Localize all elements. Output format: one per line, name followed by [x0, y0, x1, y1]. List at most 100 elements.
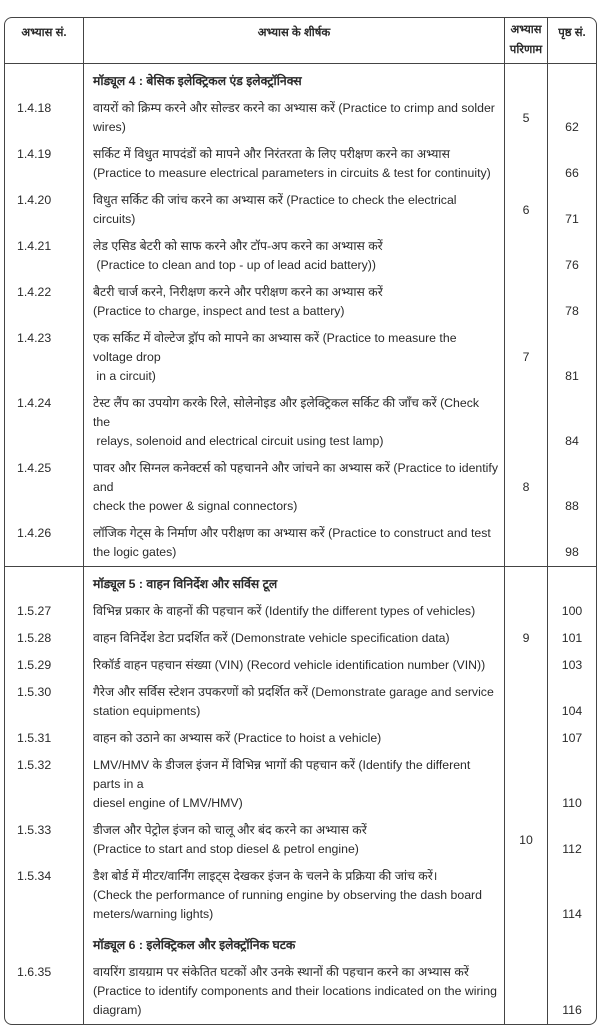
exercise-title: विभिन्न प्रकार के वाहनों की पहचान करें (…	[83, 598, 504, 625]
exercise-number: 1.5.27	[17, 604, 52, 618]
module-row: मॉड्यूल 4 : बेसिक इलेक्ट्रिकल एंड इलेक्ट…	[5, 64, 596, 95]
exercise-title: बैटरी चार्ज करने, निरीक्षण करने और परीक्…	[83, 279, 504, 325]
exercise-title-line: एक सर्किट में वोल्टेज ड्रॉप को मापने का …	[93, 331, 460, 364]
exercise-title-line: LMV/HMV के डीजल इंजन में विभिन्न भागों क…	[93, 758, 474, 791]
exercise-title-line: diagram)	[93, 1003, 142, 1017]
exercise-page: 112	[547, 817, 596, 863]
exercise-outcome	[504, 863, 547, 928]
exercise-number: 1.5.32	[17, 758, 52, 772]
exercise-number: 1.4.26	[17, 526, 52, 540]
exercise-title-line: (Practice to clean and top - up of lead …	[93, 258, 376, 272]
exercise-title-line: station equipments)	[93, 704, 201, 718]
exercise-number: 1.6.35	[17, 965, 52, 979]
exercise-title-line: diesel engine of LMV/HMV)	[93, 796, 243, 810]
exercise-page: 78	[547, 279, 596, 325]
empty-cell	[504, 928, 547, 959]
exercise-title-line: (Check the performance of running engine…	[93, 888, 482, 902]
exercise-outcome	[504, 652, 547, 679]
exercise-number: 1.4.25	[17, 461, 52, 475]
exercise-number: 1.5.30	[17, 685, 52, 699]
exercise-title-line: लेड एसिड बेटरी को साफ करने और टॉप-अप करन…	[93, 239, 383, 253]
exercise-title-line: विभिन्न प्रकार के वाहनों की पहचान करें (…	[93, 604, 476, 618]
exercise-number: 1.5.33	[17, 823, 52, 837]
table-row: 1.4.23 एक सर्किट में वोल्टेज ड्रॉप को माप…	[5, 325, 596, 390]
exercise-title-line: डीजल और पेट्रोल इंजन को चालू और बंद करने…	[93, 823, 367, 837]
exercise-outcome: 6	[504, 187, 547, 233]
module-heading: मॉड्यूल 4 : बेसिक इलेक्ट्रिकल एंड इलेक्ट…	[83, 64, 504, 95]
empty-cell	[547, 928, 596, 959]
table-row: 1.5.27 विभिन्न प्रकार के वाहनों की पहचान …	[5, 598, 596, 625]
exercise-title-line: check the power & signal connectors)	[93, 499, 298, 513]
exercise-outcome	[504, 520, 547, 566]
table-row: 1.5.30 गैरेज और सर्विस स्टेशन उपकरणों को …	[5, 679, 596, 725]
empty-cell	[547, 567, 596, 598]
table-row: 1.4.24 टेस्ट लैंप का उपयोग करके रिले, सोल…	[5, 390, 596, 455]
exercise-title-line: वाहन को उठाने का अभ्यास करें (Practice t…	[93, 731, 382, 745]
exercise-title-line: सर्किट में विधुत मापदंडों को मापने और नि…	[93, 147, 450, 161]
exercise-title: वायरिंग डायग्राम पर संकेतित घटकों और उनक…	[83, 959, 504, 1024]
exercise-title: लॉजिक गेट्स के निर्माण और परीक्षण का अभ्…	[83, 520, 504, 566]
exercise-page: 71	[547, 187, 596, 233]
exercise-outcome: 10	[504, 817, 547, 863]
exercise-number: 1.5.28	[17, 631, 52, 645]
exercise-number: 1.5.29	[17, 658, 52, 672]
exercise-title: टेस्ट लैंप का उपयोग करके रिले, सोलेनोइड …	[83, 390, 504, 455]
table-row: 1.4.26 लॉजिक गेट्स के निर्माण और परीक्षण …	[5, 520, 596, 566]
table-row: 1.4.20 विधुत सर्किट की जांच करने का अभ्या…	[5, 187, 596, 233]
exercise-page: 110	[547, 752, 596, 817]
exercise-page: 114	[547, 863, 596, 928]
exercise-outcome: 9	[504, 625, 547, 652]
exercise-outcome	[504, 390, 547, 455]
exercise-number: 1.4.22	[17, 285, 52, 299]
exercise-title-line: बैटरी चार्ज करने, निरीक्षण करने और परीक्…	[93, 285, 383, 299]
header-title: अभ्यास के शीर्षक	[83, 18, 504, 63]
exercise-page: 81	[547, 325, 596, 390]
exercise-outcome	[504, 752, 547, 817]
exercise-page: 107	[547, 725, 596, 752]
exercise-outcome: 7	[504, 325, 547, 390]
exercise-page: 98	[547, 520, 596, 566]
exercise-page: 101	[547, 625, 596, 652]
exercise-number: 1.4.23	[17, 331, 52, 345]
module-heading: मॉड्यूल 6 : इलेक्ट्रिकल और इलेक्ट्रॉनिक …	[83, 928, 504, 959]
table-row: 1.4.25 पावर और सिग्नल कनेक्टर्स को पहचानन…	[5, 455, 596, 520]
exercise-number: 1.4.21	[17, 239, 52, 253]
exercise-outcome: 5	[504, 95, 547, 141]
table-row: 1.5.31 वाहन को उठाने का अभ्यास करें (Prac…	[5, 725, 596, 752]
exercise-title-line: गैरेज और सर्विस स्टेशन उपकरणों को प्रदर्…	[93, 685, 494, 699]
exercise-title-line: विधुत सर्किट की जांच करने का अभ्यास करें…	[93, 193, 460, 226]
exercise-number: 1.4.24	[17, 396, 52, 410]
header-outcome-line1: अभ्यास	[510, 24, 542, 36]
exercise-title: डैश बोर्ड में मीटर/वार्निंग लाइट्स देखकर…	[83, 863, 504, 928]
exercise-page: 103	[547, 652, 596, 679]
exercise-title-line: (Practice to start and stop diesel & pet…	[93, 842, 359, 856]
table-frame: अभ्यास सं. अभ्यास के शीर्षक अभ्यास परिणा…	[4, 17, 597, 1025]
exercise-number: 1.4.20	[17, 193, 52, 207]
exercise-page: 66	[547, 141, 596, 187]
exercise-title: एक सर्किट में वोल्टेज ड्रॉप को मापने का …	[83, 325, 504, 390]
exercise-page: 88	[547, 455, 596, 520]
header-page: पृष्ठ सं.	[547, 18, 596, 63]
exercise-page: 104	[547, 679, 596, 725]
exercise-number: 1.4.18	[17, 101, 52, 115]
exercise-outcome	[504, 679, 547, 725]
exercise-title-line: the logic gates)	[93, 545, 177, 559]
exercise-page: 62	[547, 95, 596, 141]
exercise-title: रिकॉर्ड वाहन पहचान संख्या (VIN) (Record …	[83, 652, 504, 679]
exercise-title: डीजल और पेट्रोल इंजन को चालू और बंद करने…	[83, 817, 504, 863]
table-header: अभ्यास सं. अभ्यास के शीर्षक अभ्यास परिणा…	[5, 18, 596, 64]
header-outcome-line2: परिणाम	[509, 44, 543, 56]
exercise-title: लेड एसिड बेटरी को साफ करने और टॉप-अप करन…	[83, 233, 504, 279]
exercise-page: 100	[547, 598, 596, 625]
exercise-outcome	[504, 725, 547, 752]
exercise-page: 76	[547, 233, 596, 279]
exercise-title: पावर और सिग्नल कनेक्टर्स को पहचानने और ज…	[83, 455, 504, 520]
module-row: मॉड्यूल 6 : इलेक्ट्रिकल और इलेक्ट्रॉनिक …	[5, 928, 596, 959]
exercise-title: विधुत सर्किट की जांच करने का अभ्यास करें…	[83, 187, 504, 233]
exercise-title-line: meters/warning lights)	[93, 907, 214, 921]
empty-cell	[504, 567, 547, 598]
exercise-title: LMV/HMV के डीजल इंजन में विभिन्न भागों क…	[83, 752, 504, 817]
exercise-title-line: पावर और सिग्नल कनेक्टर्स को पहचानने और ज…	[93, 461, 502, 494]
table-row: 1.5.28 वाहन विनिर्देश डेटा प्रदर्शित करें…	[5, 625, 596, 652]
exercise-outcome	[504, 598, 547, 625]
